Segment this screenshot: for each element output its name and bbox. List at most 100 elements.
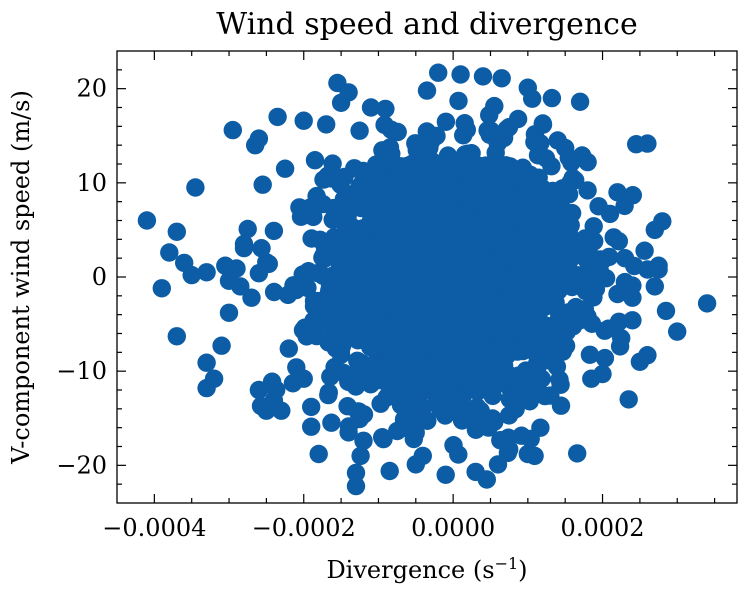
data-point bbox=[167, 222, 186, 241]
data-point bbox=[406, 134, 425, 153]
data-point bbox=[197, 263, 216, 282]
data-point bbox=[323, 154, 342, 173]
data-point bbox=[522, 251, 541, 270]
data-point bbox=[337, 298, 357, 317]
data-point bbox=[487, 197, 506, 216]
data-point bbox=[697, 294, 717, 313]
data-point bbox=[137, 211, 157, 230]
data-point bbox=[294, 111, 313, 130]
data-point bbox=[212, 336, 231, 355]
data-point bbox=[262, 372, 282, 391]
data-point bbox=[536, 149, 556, 168]
data-point bbox=[372, 312, 391, 331]
data-point bbox=[570, 92, 590, 112]
data-point bbox=[449, 445, 468, 464]
data-point bbox=[331, 231, 350, 250]
data-point bbox=[160, 243, 179, 262]
data-point bbox=[253, 175, 272, 194]
data-point bbox=[314, 170, 333, 189]
data-point bbox=[580, 345, 600, 364]
data-point bbox=[582, 314, 602, 333]
data-point bbox=[439, 286, 459, 305]
data-point bbox=[473, 67, 493, 86]
data-point bbox=[264, 221, 284, 241]
data-point bbox=[619, 390, 638, 409]
x-tick-label: 0.0000 bbox=[411, 514, 495, 542]
chart-title: Wind speed and divergence bbox=[216, 7, 637, 42]
data-point bbox=[409, 335, 428, 355]
data-point bbox=[507, 162, 527, 181]
data-point bbox=[519, 325, 539, 344]
data-point bbox=[361, 98, 381, 117]
data-point bbox=[432, 224, 451, 243]
data-point bbox=[533, 114, 552, 133]
data-point bbox=[541, 342, 561, 361]
data-point bbox=[529, 371, 548, 390]
data-point bbox=[487, 267, 506, 286]
data-point bbox=[470, 228, 489, 247]
data-point bbox=[497, 174, 516, 193]
data-point bbox=[477, 470, 496, 489]
data-point bbox=[471, 319, 490, 339]
y-tick-label: 10 bbox=[76, 169, 107, 197]
data-point bbox=[623, 288, 642, 307]
data-point bbox=[397, 245, 416, 264]
data-point bbox=[249, 380, 269, 400]
data-point bbox=[580, 274, 599, 294]
data-point bbox=[533, 315, 552, 334]
data-point bbox=[608, 183, 627, 202]
data-point bbox=[304, 291, 324, 311]
data-point bbox=[394, 354, 413, 374]
data-point bbox=[331, 325, 351, 344]
data-point bbox=[328, 283, 347, 302]
data-point bbox=[436, 465, 455, 484]
data-point bbox=[600, 204, 620, 224]
data-point bbox=[656, 301, 676, 321]
data-point bbox=[407, 260, 427, 279]
data-point bbox=[448, 272, 467, 292]
data-point bbox=[309, 444, 328, 464]
data-point bbox=[339, 195, 358, 214]
data-point bbox=[264, 282, 284, 302]
data-point bbox=[578, 181, 597, 200]
data-point bbox=[521, 294, 540, 313]
data-point bbox=[417, 81, 437, 100]
data-point bbox=[615, 249, 635, 268]
data-points bbox=[137, 63, 717, 496]
data-point bbox=[595, 348, 615, 368]
data-point bbox=[538, 194, 558, 214]
data-point bbox=[432, 262, 451, 281]
data-point bbox=[529, 231, 548, 250]
data-point bbox=[346, 463, 366, 483]
data-point bbox=[319, 385, 338, 405]
data-point bbox=[339, 83, 358, 102]
data-point bbox=[342, 217, 362, 236]
y-tick-label: −10 bbox=[56, 357, 107, 385]
y-tick-label: 0 bbox=[92, 263, 107, 291]
data-point bbox=[542, 88, 562, 108]
data-point bbox=[547, 254, 566, 273]
data-point bbox=[452, 154, 471, 173]
data-point bbox=[462, 241, 481, 261]
data-point bbox=[466, 275, 485, 294]
data-point bbox=[249, 264, 269, 283]
data-point bbox=[350, 121, 369, 140]
data-point bbox=[279, 339, 298, 358]
y-tick-label: −20 bbox=[56, 451, 107, 479]
data-point bbox=[204, 369, 224, 388]
data-point bbox=[314, 246, 333, 265]
data-point bbox=[411, 409, 431, 428]
data-point bbox=[234, 234, 254, 254]
data-point bbox=[556, 138, 575, 158]
data-point bbox=[483, 178, 502, 198]
data-point bbox=[518, 444, 537, 464]
data-point bbox=[405, 307, 424, 327]
data-point bbox=[382, 216, 401, 235]
data-point bbox=[578, 152, 597, 172]
axis-ticks: −0.0004 −0.0002 0.0000 0.0002 −20 −10 0 10 20 bbox=[56, 51, 737, 542]
data-point bbox=[557, 230, 576, 250]
data-point bbox=[525, 132, 544, 152]
data-point bbox=[294, 369, 313, 388]
data-point bbox=[322, 413, 341, 432]
